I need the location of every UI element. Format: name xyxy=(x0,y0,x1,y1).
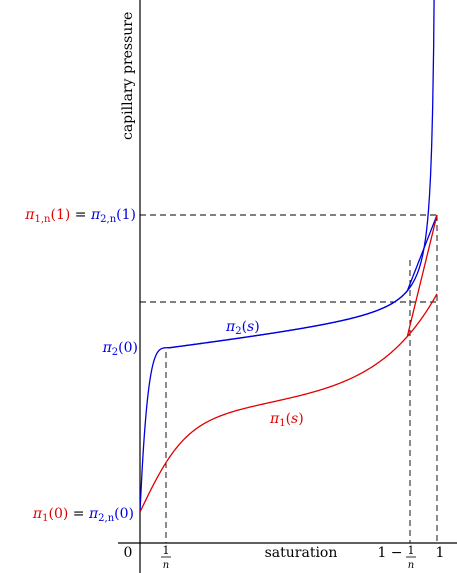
svg-text:n: n xyxy=(163,560,169,571)
x-tick-0: 0 xyxy=(124,545,133,561)
x-tick-1: 1 xyxy=(436,545,445,561)
guide-lines xyxy=(140,214,438,543)
y-marker-bottom: π1(0) = π2,n(0) xyxy=(32,506,134,524)
series-pi1n-curve xyxy=(406,214,438,337)
x-tick-1-minus-1-over-n: 1 − 1 n xyxy=(377,544,416,571)
y-marker-top: π1,n(1) = π2,n(1) xyxy=(24,207,136,225)
svg-text:n: n xyxy=(408,560,414,571)
y-marker-pi2-0: π2(0) xyxy=(102,340,138,358)
series-label-pi1: π1(s) xyxy=(269,411,304,429)
svg-text:1: 1 xyxy=(408,544,415,557)
series-pi1-curve xyxy=(139,336,408,513)
series-pi2-curve xyxy=(168,0,435,349)
series-pi1-tail xyxy=(406,293,438,337)
xlabel: saturation xyxy=(265,545,338,561)
ylabel: capillary pressure xyxy=(120,12,136,140)
series-pi2n-curve xyxy=(139,214,438,513)
svg-text:1 −: 1 − xyxy=(377,545,402,561)
series-label-pi2: π2(s) xyxy=(225,319,260,337)
x-tick-1-over-n: 1 n xyxy=(161,544,171,571)
svg-text:1: 1 xyxy=(163,544,170,557)
